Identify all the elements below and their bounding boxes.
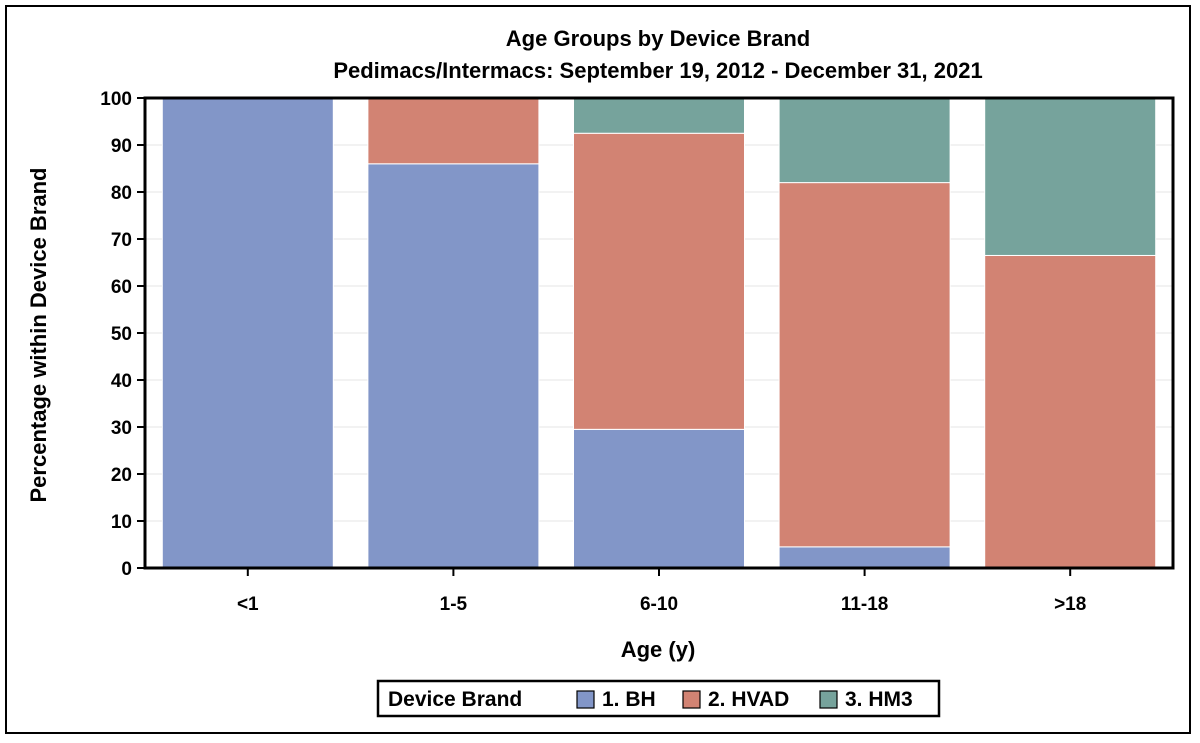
x-axis-label: Age (y) [621,637,696,662]
bar-segment [778,97,951,184]
bars [161,97,1157,569]
y-tick-label: 90 [111,136,132,157]
y-tick-label: 80 [111,183,132,204]
bar-segment [984,97,1157,256]
y-tick-label: 50 [111,324,132,345]
y-axis-label: Percentage within Device Brand [26,168,51,503]
y-tick-label: 40 [111,371,132,392]
bar-segment [367,97,540,165]
y-tick-label: 20 [111,465,132,486]
x-tick-label: >18 [1054,594,1086,615]
legend: Device Brand 1. BH 2. HVAD 3. HM3 [376,679,941,718]
legend-title: Device Brand [388,688,522,711]
bar-segment [161,97,334,569]
y-tick-label: 70 [111,230,132,251]
legend-swatch [682,690,701,709]
chart-subtitle: Pedimacs/Intermacs: September 19, 2012 -… [333,58,982,83]
bar-segment [778,546,951,569]
legend-entry-label: 3. HM3 [845,688,913,711]
y-tick-label: 60 [111,277,132,298]
legend-swatch [819,690,838,709]
y-tick-label: 100 [100,89,132,110]
legend-box [376,679,941,718]
bar-segment [778,182,951,548]
y-axis-ticks: 0 10 20 30 40 50 60 70 80 90 100 [100,89,145,580]
legend-entry-label: 1. BH [602,688,656,711]
y-tick-label: 0 [121,559,132,580]
bar-segment [573,132,745,430]
x-tick-label: <1 [237,594,259,615]
bar-segment [367,163,540,569]
bar-segment [984,254,1157,569]
legend-swatch [576,690,595,709]
chart-title: Age Groups by Device Brand [506,26,810,51]
x-axis-ticks: <1 1-5 6-10 11-18 >18 [237,568,1086,615]
legend-entry-label: 2. HVAD [708,688,789,711]
x-tick-label: 1-5 [440,594,468,615]
x-tick-label: 11-18 [841,594,889,615]
bar-segment [573,428,745,569]
x-tick-label: 6-10 [640,594,678,615]
bar-segment [573,97,745,134]
y-tick-label: 10 [111,512,132,533]
y-tick-label: 30 [111,418,132,439]
